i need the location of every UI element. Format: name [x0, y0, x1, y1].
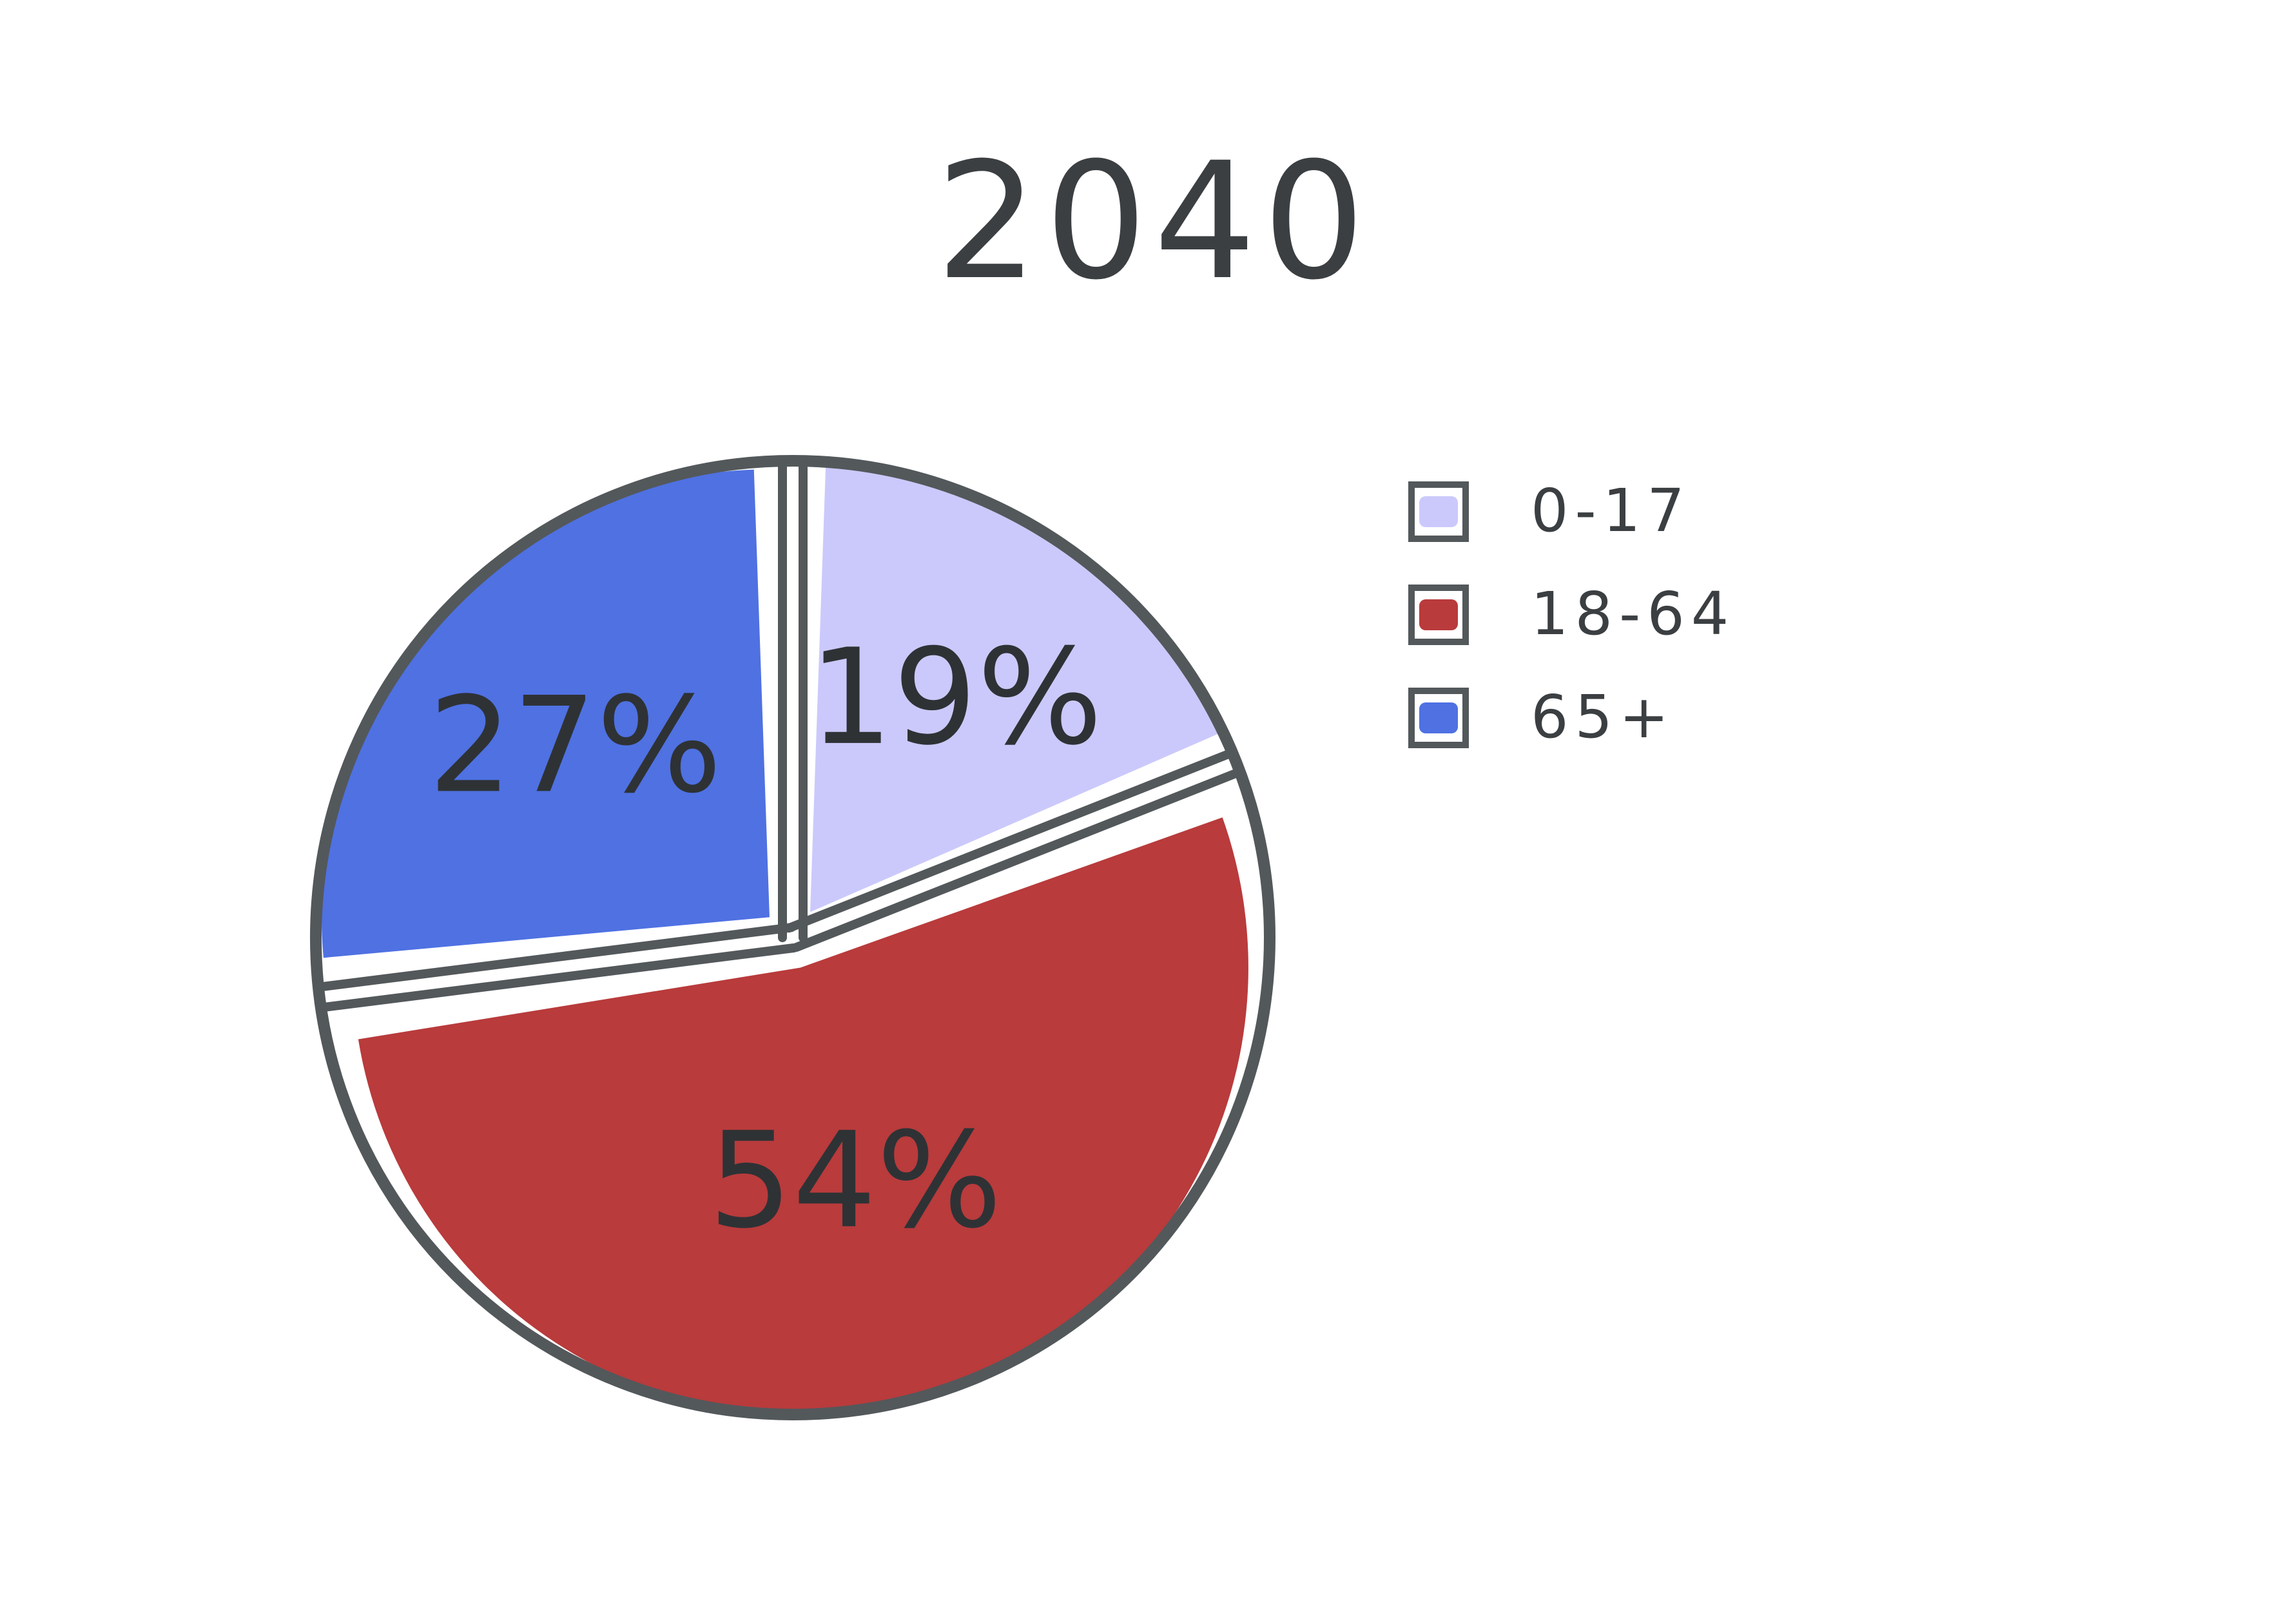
pie-slices — [321, 464, 1248, 1416]
legend-item-18-64: 18-64 — [1408, 579, 1735, 648]
pie-outline — [310, 455, 1275, 1420]
slice-divider-2-0 — [316, 943, 799, 1012]
slice-labels: 19% 54% 27% — [429, 621, 1103, 1258]
slice-divider-1-0 — [784, 748, 1237, 933]
slice-label-65: 27% — [429, 669, 722, 822]
legend-label-0-17: 0-17 — [1531, 476, 1691, 545]
legend: 0-17 18-64 65+ — [1408, 476, 1735, 751]
pie-slice-18-64 — [358, 817, 1248, 1416]
legend-swatch-65 — [1419, 702, 1458, 733]
slice-label-18-64: 54% — [708, 1105, 1002, 1258]
legend-item-65: 65+ — [1408, 682, 1675, 751]
pie-slice-0-17 — [810, 464, 1221, 913]
slice-divider-1-1 — [791, 767, 1245, 952]
slice-divider-2-1 — [313, 923, 796, 992]
legend-swatch-18-64 — [1419, 599, 1458, 630]
legend-item-0-17: 0-17 — [1408, 476, 1691, 545]
pie-slice-65 — [321, 469, 770, 958]
chart-title: 2040 — [936, 128, 1372, 315]
legend-label-18-64: 18-64 — [1531, 579, 1735, 648]
pie-outer-outline — [310, 455, 1275, 1420]
legend-label-65: 65+ — [1531, 682, 1675, 751]
slice-label-0-17: 19% — [809, 621, 1103, 775]
legend-swatch-0-17 — [1419, 496, 1458, 527]
